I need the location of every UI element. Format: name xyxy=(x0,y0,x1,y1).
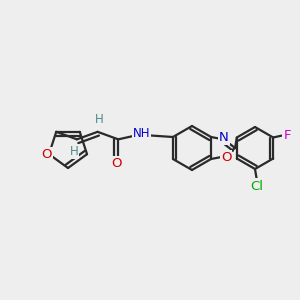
Text: Cl: Cl xyxy=(250,179,263,193)
Text: NH: NH xyxy=(133,127,150,140)
Text: H: H xyxy=(95,113,104,126)
Text: N: N xyxy=(219,131,229,144)
Text: O: O xyxy=(221,151,231,164)
Text: H: H xyxy=(70,145,78,158)
Text: O: O xyxy=(42,148,52,161)
Text: F: F xyxy=(284,129,291,142)
Text: O: O xyxy=(111,157,122,170)
